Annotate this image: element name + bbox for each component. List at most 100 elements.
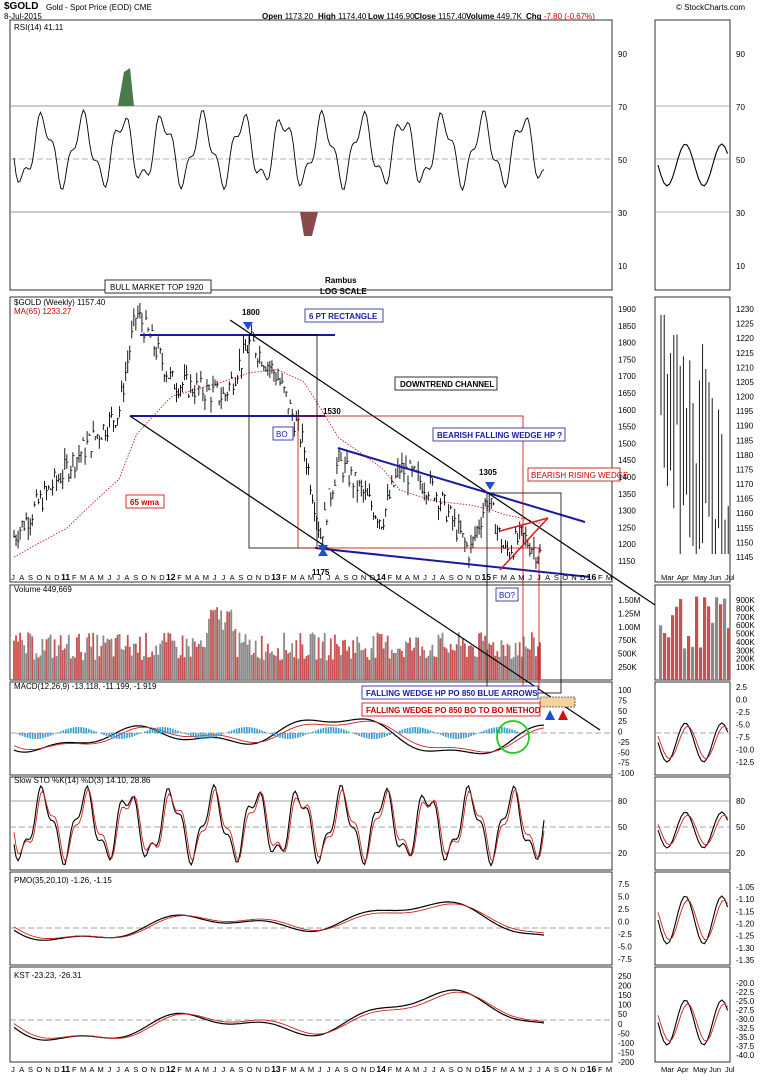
price-side-tick: 1175 (736, 465, 754, 474)
macd-histogram-bar (16, 733, 19, 735)
kst-tick: 150 (618, 991, 632, 1000)
volume-bar (177, 658, 180, 680)
x-axis-label: 14 (376, 572, 386, 582)
macd-histogram-bar (34, 733, 36, 739)
bo-box (248, 334, 318, 549)
volume-bar (165, 642, 168, 680)
pmo-side-tick: -1.25 (736, 932, 755, 941)
macd-histogram-bar (49, 733, 52, 736)
price-1175-label: 1175 (312, 568, 330, 577)
volume-bar (228, 612, 231, 680)
macd-histogram-bar (457, 733, 460, 739)
macd-histogram-bar (506, 727, 508, 733)
falling-wedge-red-label: FALLING WEDGE PO 850 BO TO BO METHOD (366, 706, 541, 715)
side-sto-signal (657, 814, 728, 846)
side-macd-line (657, 722, 729, 763)
macd-histogram-bar (304, 733, 307, 735)
rsi-side-tick: 10 (736, 262, 745, 271)
volume-bar (49, 634, 52, 680)
volume-bar (311, 632, 314, 680)
x-axis-label: F (598, 573, 603, 582)
blue-arrow-target (545, 710, 555, 720)
volume-tick: 250K (618, 663, 637, 672)
volume-bar (193, 641, 196, 680)
macd-histogram-bar (21, 733, 24, 737)
price-tick: 1800 (618, 339, 636, 348)
price-tick: 1700 (618, 372, 636, 381)
x-axis-label: M (290, 573, 296, 582)
macd-histogram-bar (189, 733, 192, 737)
price-tick: 1650 (618, 389, 636, 398)
volume-bar (417, 637, 420, 680)
side-volume-bar (699, 647, 703, 680)
kst-side-tick: -30.0 (736, 1015, 755, 1024)
price-tick: 1750 (618, 355, 636, 364)
macd-histogram-bar (516, 731, 518, 733)
volume-bar (295, 640, 298, 680)
macd-histogram-bar (212, 733, 215, 738)
volume-bar (208, 618, 210, 680)
price-1530-label: 1530 (323, 407, 341, 416)
kst-signal-line (13, 991, 545, 1039)
pmo-side-tick: -1.05 (736, 883, 755, 892)
macd-side-tick: -7.5 (736, 733, 750, 742)
x-axis-label: J (221, 573, 225, 582)
volume-bar (45, 639, 48, 680)
volume-bar (204, 647, 206, 680)
x-axis-label: A (19, 573, 24, 582)
volume-bar (405, 641, 407, 680)
x-axis-right-label: Jul (725, 573, 735, 582)
x-axis-right-label: Jul (725, 1065, 735, 1074)
volume-bar (384, 641, 387, 680)
price-side-tick: 1210 (736, 363, 754, 372)
x-axis-label: F (177, 1065, 182, 1074)
macd-tick: -75 (618, 759, 630, 768)
macd-histogram-bar (495, 727, 498, 733)
volume-bar (222, 629, 225, 680)
volume-bar (155, 645, 158, 680)
volume-bar (356, 636, 359, 680)
kst-tick: 100 (618, 1001, 632, 1010)
sto-tick: 20 (618, 849, 627, 858)
macd-histogram-bar (322, 727, 325, 733)
side-macd-signal (657, 725, 728, 760)
x-axis-label: J (432, 1065, 436, 1074)
rsi-side-tick: 90 (736, 50, 745, 59)
x-axis-label: F (388, 573, 393, 582)
macd-histogram-bar (480, 731, 483, 733)
volume-bar (67, 634, 70, 680)
macd-histogram-bar (455, 733, 457, 739)
price-side-tick: 1180 (736, 451, 754, 460)
x-axis-label: A (230, 573, 235, 582)
volume-side-tick: 300K (736, 646, 755, 655)
panel-frame-price (9, 296, 613, 583)
volume-bar (157, 654, 160, 680)
volume-bar (173, 640, 176, 680)
volume-bar (537, 646, 539, 680)
volume-bar (465, 657, 468, 680)
price-tick: 1900 (618, 305, 636, 314)
volume-bar (262, 659, 265, 680)
volume-bar (86, 637, 89, 680)
x-axis-label: 11 (61, 572, 70, 582)
x-axis-label: O (36, 1065, 42, 1074)
volume-bar (224, 622, 227, 680)
macd-histogram-bar (59, 731, 62, 733)
volume-bar (470, 645, 472, 680)
side-volume-bar (719, 604, 723, 680)
pmo-tick: -2.5 (618, 930, 632, 939)
x-axis-label: A (19, 1065, 24, 1074)
macd-histogram-bar (205, 733, 207, 739)
macd-tick: -25 (618, 738, 630, 747)
volume-bar (149, 656, 151, 680)
x-axis-label: M (501, 573, 507, 582)
volume-bar (238, 632, 241, 680)
volume-bar (386, 635, 389, 680)
macd-histogram-bar (184, 733, 187, 734)
volume-bar (145, 632, 147, 680)
macd-histogram-bar (281, 733, 284, 739)
price-side-tick: 1170 (736, 480, 754, 489)
x-axis-label: M (413, 573, 419, 582)
x-axis-label: A (545, 1065, 550, 1074)
macd-histogram-bar (276, 733, 279, 737)
